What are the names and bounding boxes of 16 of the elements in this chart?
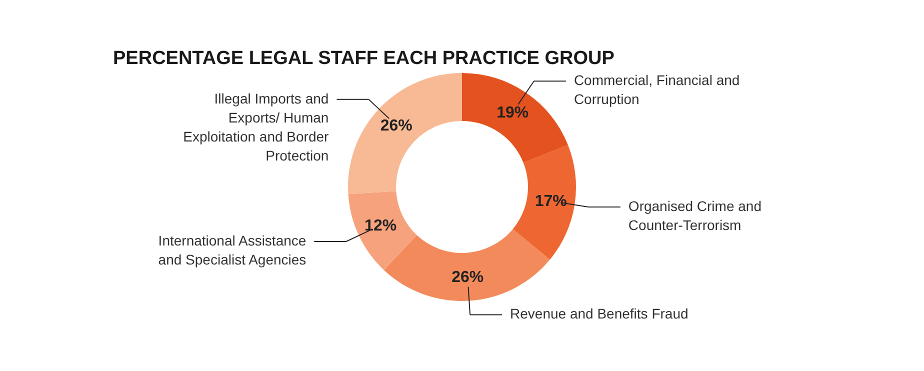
donut-slice — [512, 145, 576, 260]
slice-label: Organised Crime and Counter-Terrorism — [628, 198, 762, 234]
donut-slice — [348, 73, 462, 194]
data-label: 17% — [534, 193, 567, 210]
donut-slice — [462, 73, 568, 163]
donut-slice — [384, 229, 550, 301]
data-label: 19% — [496, 104, 529, 122]
donut-slice — [348, 191, 417, 270]
slice-label: Revenue and Benefits Fraud — [510, 306, 688, 322]
slice-label: Illegal Imports and Exports/ Human Exploitation and Border Protection — [183, 90, 330, 164]
data-label: 12% — [364, 217, 397, 234]
data-label: 26% — [380, 117, 412, 134]
data-label: 26% — [452, 268, 484, 286]
slice-label: Commercial, Financial and Corruption — [574, 72, 740, 108]
slice-label: International Assistance and Specialist Agencies — [158, 232, 306, 268]
chart-title: PERCENTAGE LEGAL STAFF EACH PRACTICE GROUP — [113, 48, 615, 69]
